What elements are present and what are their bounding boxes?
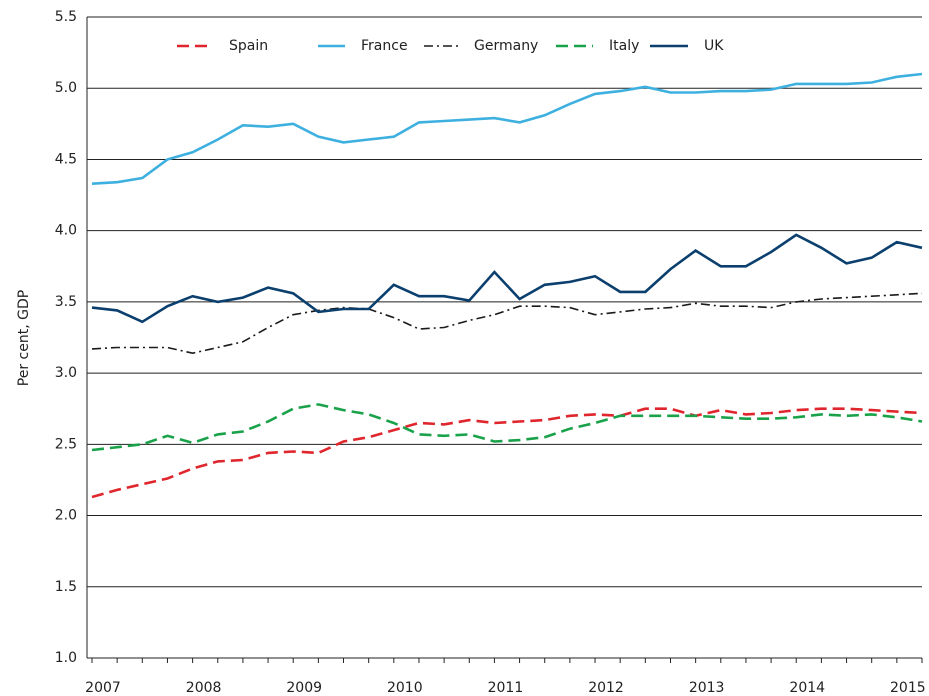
series-line (91, 72, 923, 185)
series-line (91, 407, 923, 499)
x-tick-label: 2008 (186, 680, 222, 696)
y-tick-label: 1.5 (55, 579, 77, 595)
x-tick-label: 2013 (689, 680, 725, 696)
series-line (91, 403, 923, 452)
legend-label: France (361, 38, 408, 54)
legend-label: Germany (474, 38, 538, 54)
y-tick-label: 3.5 (55, 294, 77, 310)
y-tick-label: 5.0 (55, 80, 77, 96)
x-tick-label: 2014 (789, 680, 825, 696)
y-tick-label: 1.0 (55, 650, 77, 666)
x-tick-label: 2012 (588, 680, 624, 696)
x-tick-label: 2015 (890, 680, 926, 696)
x-tick-label: 2009 (286, 680, 322, 696)
y-tick-label: 4.0 (55, 223, 77, 239)
x-tick-label: 2010 (387, 680, 423, 696)
legend-label: Italy (609, 38, 639, 54)
y-tick-label: 5.5 (55, 9, 77, 25)
y-tick-label: 2.5 (55, 436, 77, 452)
legend-label: Spain (229, 38, 268, 54)
y-tick-label: 3.0 (55, 365, 77, 381)
legend-label: UK (704, 38, 724, 54)
x-tick-label: 2007 (85, 680, 121, 696)
y-axis-label: Per cent, GDP (16, 290, 32, 386)
x-tick-label: 2011 (488, 680, 524, 696)
series-line (91, 233, 923, 324)
series-line (91, 292, 923, 355)
y-tick-label: 2.0 (55, 508, 77, 524)
y-tick-label: 4.5 (55, 151, 77, 167)
